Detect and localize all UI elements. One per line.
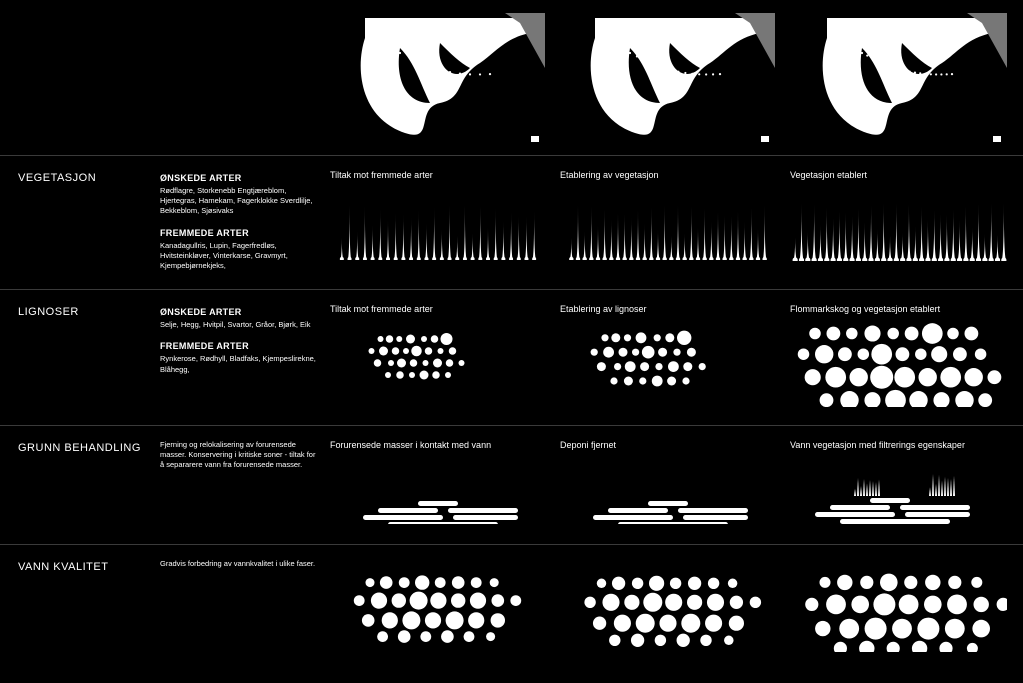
desc-body: Gradvis forbedring av vannkvalitet i uli… (160, 559, 320, 569)
phase-cell: Vegetasjon etablert (790, 170, 1023, 271)
viz-grass-sparse (330, 188, 546, 271)
phase-cell: Etablering av lignoser (560, 304, 790, 407)
row-desc: Gradvis forbedring av vannkvalitet i uli… (160, 559, 330, 652)
row-vann: VANN KVALITET Gradvis forbedring av vann… (0, 544, 1023, 670)
phase-cell (330, 559, 560, 652)
viz-bubbles-1 (330, 567, 546, 652)
phase-title: Deponi fjernet (560, 440, 616, 450)
row-grunn: GRUNN BEHANDLING Fjerning og relokaliser… (0, 425, 1023, 544)
phase-cell: Deponi fjernet (560, 440, 790, 526)
phase-title: Etablering av vegetasjon (560, 170, 659, 180)
phase-cell: Flommarkskog og vegetasjon etablert (790, 304, 1023, 407)
phase-title: Flommarkskog og vegetasjon etablert (790, 304, 940, 314)
row-lignoser: LIGNOSER ØNSKEDE ARTER Selje, Hegg, Hvit… (0, 289, 1023, 425)
phase-title: Forurensede masser i kontakt med vann (330, 440, 491, 450)
desc-body: Selje, Hegg, Hvitpil, Svartor, Gråor, Bj… (160, 320, 320, 330)
phase-title: Etablering av lignoser (560, 304, 647, 314)
row-label: LIGNOSER (0, 304, 160, 407)
maps-row (0, 0, 1023, 155)
viz-bubbles-2 (560, 567, 776, 652)
row-label: VEGETASJON (0, 170, 160, 271)
phase-cell (560, 559, 790, 652)
desc-body: Kanadagullris, Lupin, Fagerfredløs, Hvit… (160, 241, 320, 271)
row-desc: Fjerning og relokalisering av forurensed… (160, 440, 330, 526)
viz-bars-2 (560, 458, 776, 526)
row-desc: ØNSKEDE ARTER Rødflagre, Storkenebb Engt… (160, 170, 330, 271)
phase-cell: Forurensede masser i kontakt med vann (330, 440, 560, 526)
phase-cell: Tiltak mot fremmede arter (330, 170, 560, 271)
desc-head: FREMMEDE ARTER (160, 227, 320, 239)
desc-body: Rødflagre, Storkenebb Engtjæreblom, Hjer… (160, 186, 320, 216)
map-phase-2 (560, 0, 790, 155)
row-label: GRUNN BEHANDLING (0, 440, 160, 526)
phase-cell: Tiltak mot fremmede arter (330, 304, 560, 407)
phase-cell (790, 559, 1023, 652)
map-phase-3 (790, 0, 1023, 155)
phase-title: Vegetasjon etablert (790, 170, 867, 180)
phase-title: Vann vegetasjon med filtrerings egenskap… (790, 440, 965, 450)
phase-cell: Etablering av vegetasjon (560, 170, 790, 271)
desc-head: FREMMEDE ARTER (160, 340, 320, 352)
desc-body: Fjerning og relokalisering av forurensed… (160, 440, 320, 470)
phase-title: Tiltak mot fremmede arter (330, 170, 433, 180)
viz-bars-1 (330, 458, 546, 526)
viz-dots-small (330, 322, 546, 407)
viz-bars-grass (790, 458, 1009, 526)
row-desc: ØNSKEDE ARTER Selje, Hegg, Hvitpil, Svar… (160, 304, 330, 407)
phase-title: Tiltak mot fremmede arter (330, 304, 433, 314)
row-vegetasjon: VEGETASJON ØNSKEDE ARTER Rødflagre, Stor… (0, 155, 1023, 289)
viz-grass-dense (790, 188, 1009, 271)
desc-body: Rynkerose, Rødhyll, Bladfaks, Kjempeslir… (160, 354, 320, 374)
viz-dots-med (560, 322, 776, 407)
viz-bubbles-3 (790, 567, 1009, 652)
viz-grass-med (560, 188, 776, 271)
viz-dots-large (790, 322, 1009, 407)
phase-cell: Vann vegetasjon med filtrerings egenskap… (790, 440, 1023, 526)
desc-head: ØNSKEDE ARTER (160, 172, 320, 184)
desc-head: ØNSKEDE ARTER (160, 306, 320, 318)
row-label: VANN KVALITET (0, 559, 160, 652)
map-phase-1 (330, 0, 560, 155)
